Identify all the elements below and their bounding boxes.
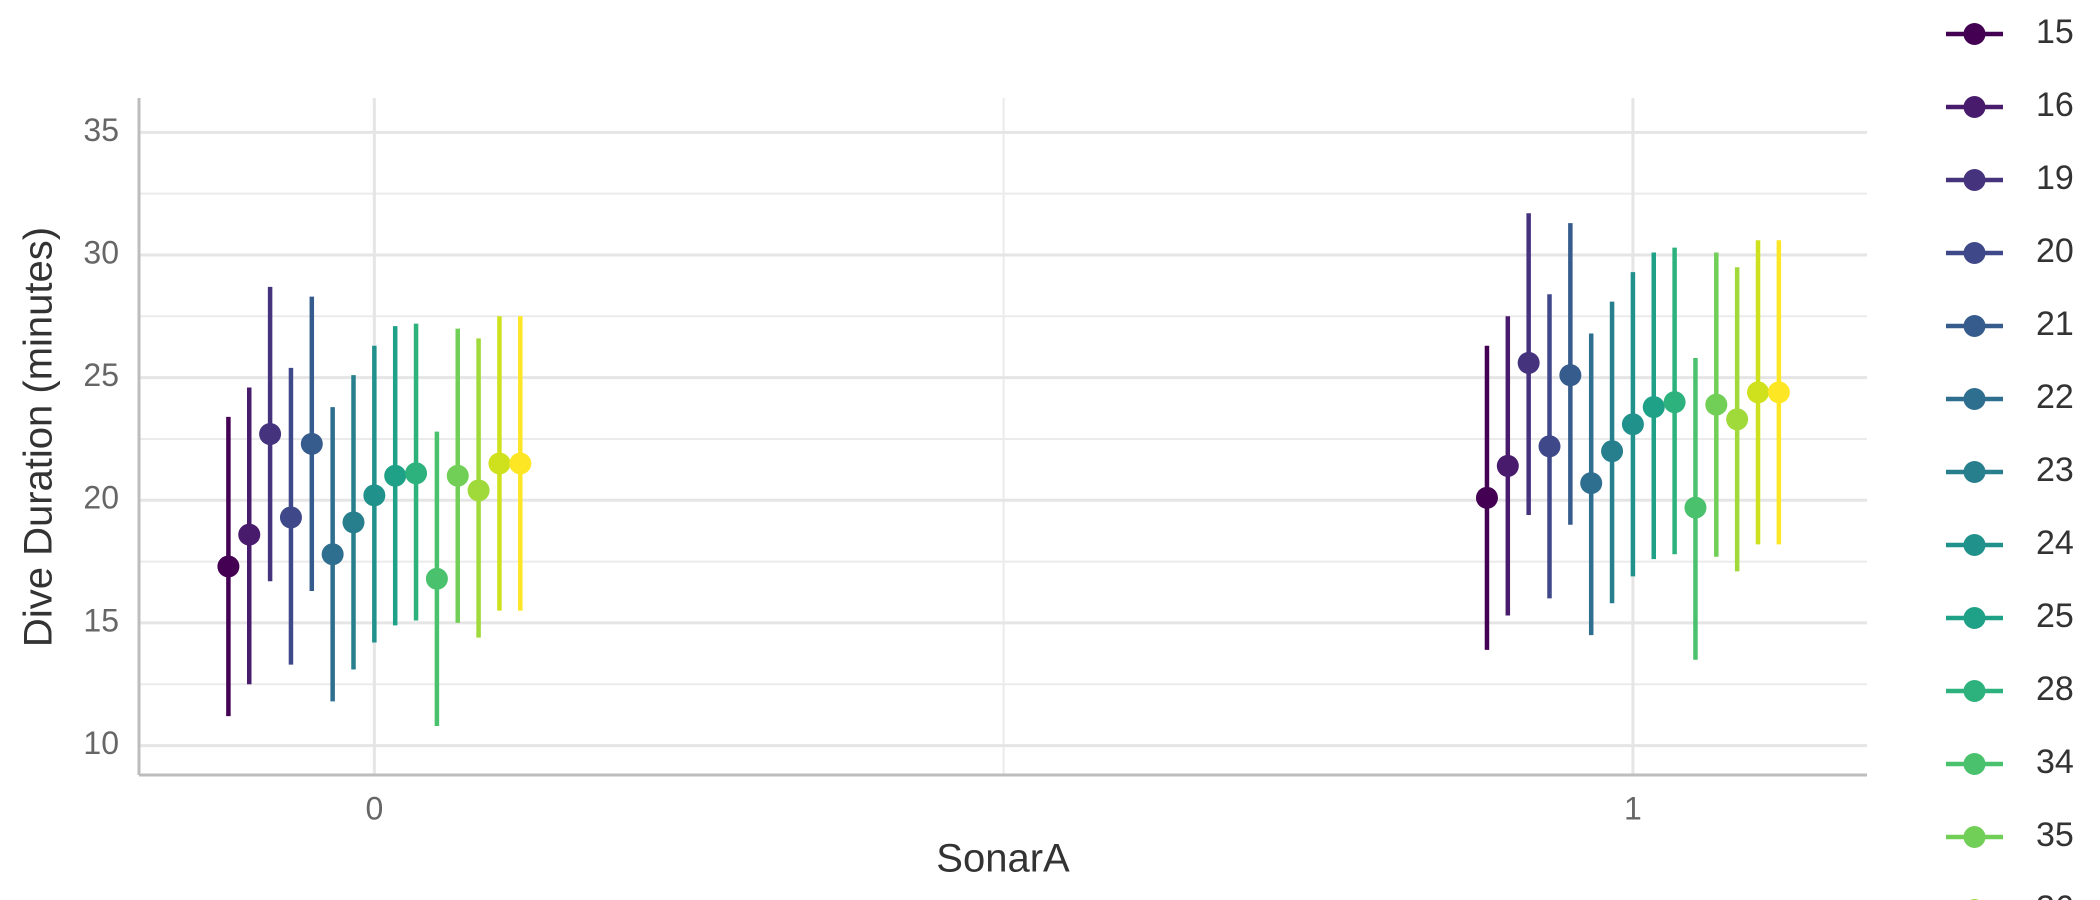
point	[1705, 393, 1728, 416]
y-tick-label: 15	[83, 602, 119, 638]
y-tick-label: 30	[83, 234, 119, 270]
legend-label: 34	[2036, 743, 2074, 781]
point	[1517, 351, 1540, 374]
legend-marker	[1963, 315, 1986, 337]
point	[1767, 381, 1790, 404]
point	[1663, 391, 1686, 414]
x-tick-label: 0	[365, 790, 383, 826]
legend-label: 35	[2036, 816, 2074, 854]
y-tick-label: 10	[83, 725, 119, 761]
point	[1475, 486, 1498, 509]
legend-label: 21	[2036, 305, 2074, 343]
x-tick-label: 1	[1624, 790, 1642, 826]
legend-label: 23	[2036, 451, 2074, 489]
x-axis-title: SonarA	[936, 837, 1070, 881]
point	[217, 555, 240, 578]
point	[1496, 454, 1519, 477]
point	[259, 423, 282, 446]
legend-label: 36	[2036, 889, 2074, 900]
y-tick-label: 25	[83, 357, 119, 393]
point	[238, 523, 261, 546]
legend-label: 28	[2036, 670, 2074, 708]
point	[1580, 472, 1603, 495]
point	[300, 432, 323, 455]
y-tick-label: 20	[83, 480, 119, 516]
point	[321, 543, 344, 566]
point	[405, 462, 428, 485]
point	[1747, 381, 1770, 404]
legend-marker	[1963, 96, 1986, 118]
y-axis-title: Dive Duration (minutes)	[17, 227, 61, 647]
legend-marker	[1963, 169, 1986, 191]
point	[1559, 364, 1582, 387]
point	[1642, 396, 1665, 419]
legend-marker	[1963, 534, 1986, 556]
point	[467, 479, 490, 502]
legend-label: 15	[2036, 13, 2074, 51]
point	[488, 452, 511, 475]
point	[279, 506, 302, 529]
point	[509, 452, 532, 475]
legend-marker	[1963, 242, 1986, 264]
point	[1684, 496, 1707, 519]
legend-marker	[1963, 607, 1986, 629]
legend-marker	[1963, 826, 1986, 848]
legend-marker	[1963, 461, 1986, 483]
legend-label: 24	[2036, 524, 2074, 562]
legend-label: 22	[2036, 378, 2074, 416]
legend-marker	[1963, 753, 1986, 775]
legend-marker	[1963, 680, 1986, 702]
legend-marker	[1963, 23, 1986, 45]
point	[384, 464, 407, 487]
legend-label: 25	[2036, 597, 2074, 635]
legend-label: 20	[2036, 232, 2074, 270]
point	[363, 484, 386, 507]
point	[342, 511, 365, 534]
point	[425, 567, 448, 590]
point	[1726, 408, 1749, 431]
y-tick-label: 35	[83, 112, 119, 148]
point	[446, 464, 469, 487]
point	[1601, 440, 1624, 463]
point	[1621, 413, 1644, 436]
legend-label: 19	[2036, 159, 2074, 197]
point	[1538, 435, 1561, 458]
legend-marker	[1963, 388, 1986, 410]
legend-label: 16	[2036, 86, 2074, 124]
